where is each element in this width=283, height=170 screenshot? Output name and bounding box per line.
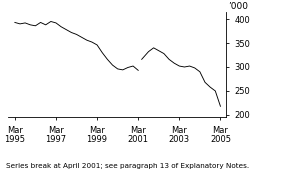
Text: Series break at April 2001; see paragraph 13 of Explanatory Notes.: Series break at April 2001; see paragrap…	[6, 163, 249, 169]
Text: ’000: ’000	[228, 2, 248, 11]
